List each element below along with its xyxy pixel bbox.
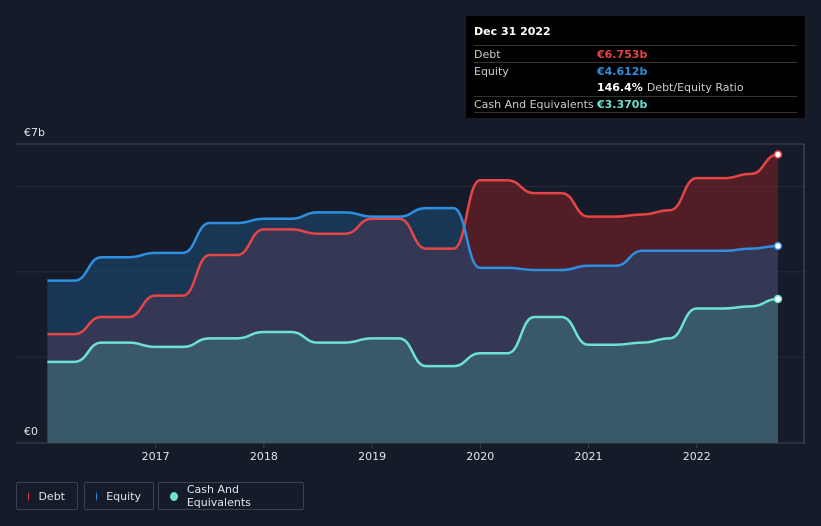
legend-label-debt: Debt	[38, 489, 65, 503]
y-tick-label-max: €7b	[24, 126, 45, 139]
tooltip-row-ratio: 146.4% Debt/Equity Ratio	[474, 79, 797, 96]
y-tick-label-min: €0	[24, 425, 38, 438]
x-tick-label: 2021	[575, 450, 603, 463]
x-tick-label: 2018	[250, 450, 278, 463]
legend-label-equity: Equity	[106, 489, 141, 503]
cash-area	[47, 299, 778, 443]
tooltip-row-cash: Cash And Equivalents €3.370b	[474, 96, 797, 113]
legend-item-equity[interactable]: Equity	[84, 482, 154, 510]
debt-end-marker	[773, 150, 783, 159]
tooltip-debt-label: Debt	[474, 47, 501, 61]
equity-line	[47, 206, 778, 282]
debt-line	[47, 153, 779, 336]
tooltip-debt-value: €6.753b	[597, 47, 648, 61]
x-tick-label: 2022	[683, 450, 711, 463]
data-tooltip: Dec 31 2022 Debt €6.753b Equity €4.612b …	[466, 16, 805, 118]
x-tick-label: 2020	[466, 450, 494, 463]
tooltip-row-debt: Debt €6.753b	[474, 45, 797, 62]
tooltip-date: Dec 31 2022	[474, 25, 551, 38]
tooltip-ratio-label: Debt/Equity Ratio	[646, 81, 744, 94]
equity-dot-icon	[96, 491, 98, 501]
legend-item-cash[interactable]: Cash And Equivalents	[158, 482, 304, 510]
cash-end-marker	[773, 294, 783, 304]
tooltip-cash-value: €3.370b	[597, 98, 648, 111]
legend-label-cash: Cash And Equivalents	[186, 483, 251, 509]
tooltip-row-equity: Equity €4.612b	[474, 62, 797, 79]
cash-dot-icon	[170, 491, 178, 501]
equity-end-marker	[773, 241, 783, 251]
cash-line	[47, 297, 778, 368]
tooltip-equity-label: Equity	[474, 64, 509, 78]
tooltip-equity-value: €4.612b	[597, 64, 648, 78]
tooltip-cash-label: Cash And Equivalents	[474, 98, 594, 111]
tooltip-ratio-value: 146.4%	[597, 81, 643, 94]
x-tick-label: 2019	[358, 450, 386, 463]
legend-item-debt[interactable]: Debt	[16, 482, 78, 510]
debt-dot-icon	[28, 491, 30, 501]
x-tick-label: 2017	[142, 450, 170, 463]
